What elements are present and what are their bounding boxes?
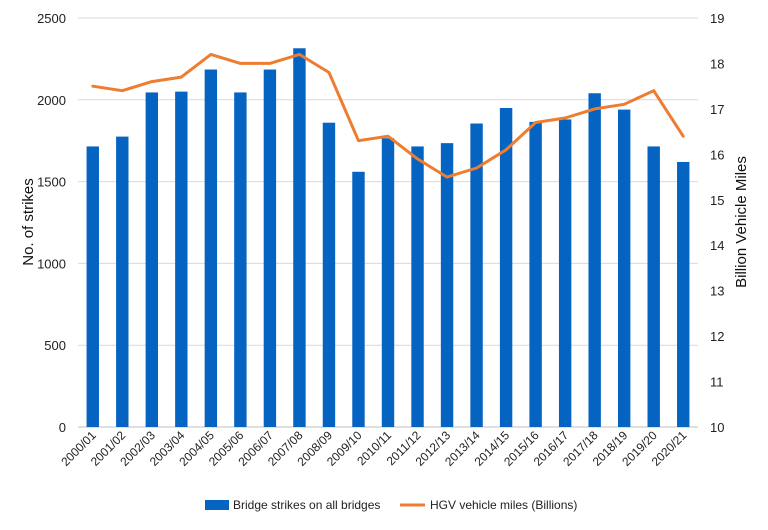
y2-tick-label: 10 <box>710 420 724 435</box>
bar <box>677 161 690 427</box>
y-tick-label: 1000 <box>37 256 66 271</box>
bar <box>352 171 365 427</box>
bar <box>234 92 247 428</box>
bar <box>647 146 660 427</box>
legend-label-bridge-strikes: Bridge strikes on all bridges <box>233 498 380 512</box>
legend-label-hgv-miles: HGV vehicle miles (Billions) <box>430 498 577 512</box>
y2-tick-label: 14 <box>710 238 724 253</box>
y-tick-label: 2500 <box>37 11 66 26</box>
y-axis-title: No. of strikes <box>20 178 37 266</box>
bar <box>293 48 306 428</box>
y2-tick-label: 19 <box>710 11 724 26</box>
y2-tick-label: 18 <box>710 56 724 71</box>
y2-tick-label: 11 <box>710 375 724 390</box>
bar <box>145 92 159 428</box>
y-tick-label: 2000 <box>37 93 66 108</box>
bar <box>175 91 188 428</box>
x-axis-ticks: 2000/012001/022002/032003/042004/052005/… <box>58 428 689 469</box>
y-tick-label: 0 <box>59 420 66 435</box>
y2-tick-label: 13 <box>710 284 724 299</box>
bar <box>86 146 99 427</box>
bar <box>381 138 395 427</box>
bar <box>499 107 513 427</box>
left-axis-ticks: 0 500 1000 1500 2000 2500 <box>37 11 66 435</box>
bar-series <box>86 48 690 428</box>
bar <box>322 122 336 427</box>
bar <box>411 146 424 427</box>
line-hgv-miles <box>91 52 685 179</box>
bar <box>470 123 483 427</box>
y-tick-label: 1500 <box>37 175 66 190</box>
bar <box>440 143 454 428</box>
y2-tick-label: 12 <box>710 329 724 344</box>
bar <box>529 121 542 428</box>
y2-tick-label: 17 <box>710 102 724 117</box>
legend-swatch-bridge-strikes <box>205 500 229 510</box>
bar <box>263 69 277 427</box>
y2-axis-title: Billion Vehicle Miles <box>733 156 750 288</box>
bar <box>204 69 218 427</box>
y2-tick-label: 15 <box>710 193 724 208</box>
line-series <box>91 52 685 179</box>
legend: Bridge strikes on all bridges HGV vehicl… <box>205 498 577 512</box>
y2-tick-label: 16 <box>710 147 724 162</box>
bar <box>617 109 631 427</box>
y-tick-label: 500 <box>44 338 66 353</box>
right-axis-ticks: 10 11 12 13 14 15 16 17 18 19 <box>710 11 724 435</box>
bar <box>558 119 572 427</box>
bar <box>588 93 601 428</box>
bar <box>116 136 129 428</box>
